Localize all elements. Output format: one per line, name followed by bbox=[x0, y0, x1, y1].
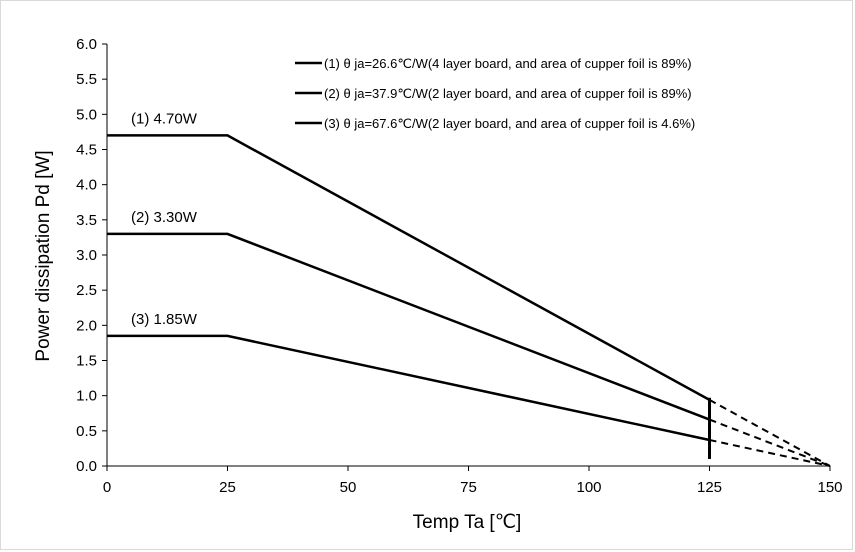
y-tick-label: 5.5 bbox=[76, 71, 97, 88]
axes: 0.0 0.5 1.0 1.5 2.0 2.5 3.0 3.5 4.0 4.5 5.0 5.5 6.0 0… bbox=[76, 36, 842, 496]
legend-entry-2: (2) θ ja=37.9℃/W(2 layer board, and area… bbox=[324, 86, 692, 101]
x-axis-title: Temp Ta [℃] bbox=[413, 512, 522, 533]
series-label-2: (2) 3.30W bbox=[131, 209, 198, 226]
series-extrapolation-1 bbox=[709, 399, 831, 467]
y-axis-title: Power dissipation Pd [W] bbox=[33, 150, 54, 361]
series-extrapolation-2 bbox=[709, 418, 831, 467]
y-tick-label: 1.5 bbox=[76, 353, 97, 370]
y-tick-label: 4.5 bbox=[76, 142, 97, 159]
y-tick-label: 0.0 bbox=[76, 458, 97, 475]
y-tick-label: 3.0 bbox=[76, 247, 97, 264]
legend-entry-1: (1) θ ja=26.6℃/W(4 layer board, and area… bbox=[324, 56, 692, 71]
series-extrapolation-3 bbox=[709, 438, 831, 467]
x-tick-label: 50 bbox=[340, 479, 357, 496]
x-tick-label: 150 bbox=[817, 479, 842, 496]
y-tick-label: 0.5 bbox=[76, 423, 97, 440]
x-tick-label: 25 bbox=[219, 479, 236, 496]
y-tick-label: 6.0 bbox=[76, 36, 97, 53]
legend-entry-3: (3) θ ja=67.6℃/W(2 layer board, and area… bbox=[324, 116, 695, 131]
y-tick-label: 5.0 bbox=[76, 106, 97, 123]
label-layer: (1) 4.70W (2) 3.30W (3) 1.85W bbox=[131, 110, 198, 327]
x-tick-label: 0 bbox=[103, 479, 111, 496]
y-tick-label: 1.0 bbox=[76, 388, 97, 405]
series-line-1 bbox=[107, 134, 711, 401]
series-label-1: (1) 4.70W bbox=[131, 110, 198, 127]
x-tick-label: 75 bbox=[460, 479, 477, 496]
x-tick-label: 100 bbox=[576, 479, 601, 496]
y-tick-label: 2.0 bbox=[76, 317, 97, 334]
y-tick-label: 2.5 bbox=[76, 282, 97, 299]
series-line-2 bbox=[107, 232, 710, 421]
x-tick-label: 125 bbox=[697, 479, 722, 496]
y-tick-label: 4.0 bbox=[76, 177, 97, 194]
legend: (1) θ ja=26.6℃/W(4 layer board, and area… bbox=[295, 56, 695, 131]
series-line-3 bbox=[107, 334, 710, 442]
series-layer bbox=[107, 134, 831, 467]
y-tick-label: 3.5 bbox=[76, 212, 97, 229]
series-label-3: (3) 1.85W bbox=[131, 311, 198, 328]
